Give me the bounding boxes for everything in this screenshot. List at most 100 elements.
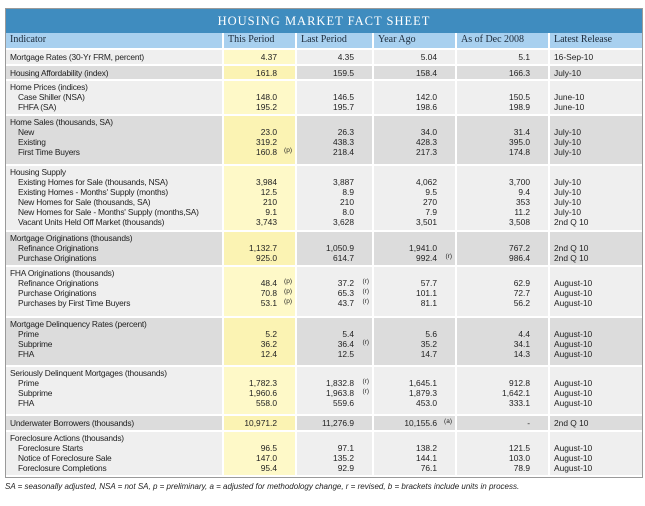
spacer bbox=[457, 319, 530, 329]
release-date: June-10 bbox=[554, 92, 585, 102]
indicator-label: FHA Originations (thousands) bbox=[10, 268, 115, 278]
value: 36.2 bbox=[260, 339, 277, 349]
latest-release-cell: 2nd Q 10 bbox=[549, 415, 642, 432]
value: 3,508 bbox=[509, 217, 530, 227]
last-period-cell: 37.2 (r) 65.3 (r) 43.7 (r) bbox=[296, 266, 374, 318]
value: 1,132.7 bbox=[249, 243, 277, 253]
sub-indicator-label: Purchases by First Time Buyers bbox=[18, 298, 131, 308]
table-row: Mortgage Rates (30-Yr FRM, percent) 4.37 4… bbox=[6, 49, 642, 66]
value: 81.1 bbox=[420, 298, 437, 308]
value: 142.0 bbox=[416, 92, 437, 102]
value: 31.4 bbox=[513, 127, 530, 137]
value: 1,050.9 bbox=[326, 243, 354, 253]
value: 217.3 bbox=[416, 147, 437, 157]
value: 614.7 bbox=[333, 253, 354, 263]
value: 353 bbox=[516, 197, 530, 207]
value: 53.1 (p) bbox=[260, 298, 292, 308]
value: 270 bbox=[423, 197, 437, 207]
note-marker: (r) bbox=[362, 298, 370, 305]
spacer bbox=[554, 117, 642, 127]
value: 14.7 bbox=[420, 349, 437, 359]
sub-indicator-label: First Time Buyers bbox=[18, 147, 80, 157]
value: 3,887 bbox=[333, 177, 354, 187]
note-marker: (r) bbox=[362, 378, 370, 385]
dec-2008-cell: 31.4 395.0 174.8 bbox=[456, 115, 550, 166]
col-header-indicator: Indicator bbox=[6, 33, 224, 50]
table-row: Housing Affordability (index) 161.8 159.5 1… bbox=[6, 65, 642, 81]
value: 158.4 bbox=[416, 68, 437, 78]
value: 26.3 bbox=[337, 127, 354, 137]
dec-2008-cell: 150.5 198.9 bbox=[456, 80, 550, 116]
year-ago-cell: 1,941.0 992.4 (r) bbox=[373, 231, 457, 267]
note-marker: (r) bbox=[362, 388, 370, 395]
value: 5.04 bbox=[420, 52, 437, 62]
value: 95.4 bbox=[260, 463, 277, 473]
this-period-cell: 161.8 bbox=[223, 65, 297, 81]
release-date: August-10 bbox=[554, 278, 593, 288]
value: 1,941.0 bbox=[409, 243, 437, 253]
spacer bbox=[554, 433, 642, 443]
this-period-cell: 96.5 147.0 95.4 bbox=[223, 431, 297, 477]
value: 65.3 (r) bbox=[337, 288, 369, 298]
value: 135.2 bbox=[333, 453, 354, 463]
indicator-label: Mortgage Delinquency Rates (percent) bbox=[10, 319, 147, 329]
value: 453.0 bbox=[416, 398, 437, 408]
table-row: Foreclosure Actions (thousands) Foreclosu… bbox=[6, 431, 642, 477]
value: 12.4 bbox=[260, 349, 277, 359]
release-date: August-10 bbox=[554, 398, 593, 408]
table-row: Home Prices (indices) Case Shiller (NSA) F… bbox=[6, 80, 642, 116]
note-marker: (a) bbox=[444, 418, 452, 425]
last-period-cell: 1,050.9 614.7 bbox=[296, 231, 374, 267]
release-date: August-10 bbox=[554, 298, 593, 308]
this-period-cell: 5.2 36.2 12.4 bbox=[223, 317, 297, 367]
value: 10,155.6 (a) bbox=[404, 418, 452, 428]
value: 5.1 bbox=[518, 52, 530, 62]
this-period-cell: 10,971.2 bbox=[223, 415, 297, 432]
release-date: July-10 bbox=[554, 68, 581, 78]
value: 34.0 bbox=[420, 127, 437, 137]
spacer bbox=[224, 433, 277, 443]
value: 12.5 bbox=[337, 349, 354, 359]
note-marker: (r) bbox=[362, 278, 370, 285]
value: 1,782.3 bbox=[249, 378, 277, 388]
value: 1,642.1 bbox=[502, 388, 530, 398]
last-period-cell: 97.1 135.2 92.9 bbox=[296, 431, 374, 477]
indicator-label: Mortgage Originations (thousands) bbox=[10, 233, 133, 243]
release-date: June-10 bbox=[554, 102, 585, 112]
spacer bbox=[554, 368, 642, 378]
col-header-year-ago: Year Ago bbox=[373, 33, 457, 50]
release-date: August-10 bbox=[554, 453, 593, 463]
spacer bbox=[297, 319, 354, 329]
value: 198.9 bbox=[509, 102, 530, 112]
fact-sheet-table: Indicator This Period Last Period Year A… bbox=[6, 33, 642, 477]
release-date: July-10 bbox=[554, 197, 581, 207]
last-period-cell: 3,887 8.9 210 8.0 3,628 bbox=[296, 165, 374, 232]
release-date: August-10 bbox=[554, 329, 593, 339]
value: 8.9 bbox=[342, 187, 354, 197]
release-date: July-10 bbox=[554, 147, 581, 157]
value: 1,960.6 bbox=[249, 388, 277, 398]
value: 198.6 bbox=[416, 102, 437, 112]
sheet-title: HOUSING MARKET FACT SHEET bbox=[6, 9, 642, 33]
year-ago-cell: 34.0 428.3 217.3 bbox=[373, 115, 457, 166]
value: 3,700 bbox=[509, 177, 530, 187]
value: 8.0 bbox=[342, 207, 354, 217]
spacer bbox=[554, 233, 642, 243]
latest-release-cell: July-10 bbox=[549, 65, 642, 81]
value: 35.2 bbox=[420, 339, 437, 349]
value: 4.35 bbox=[337, 52, 354, 62]
note-marker: (p) bbox=[284, 278, 292, 285]
value: 195.2 bbox=[256, 102, 277, 112]
spacer bbox=[554, 319, 642, 329]
spacer bbox=[297, 233, 354, 243]
latest-release-cell: 2nd Q 10 2nd Q 10 bbox=[549, 231, 642, 267]
spacer bbox=[374, 319, 437, 329]
indicator-cell: Underwater Borrowers (thousands) bbox=[6, 415, 224, 432]
release-date: August-10 bbox=[554, 288, 593, 298]
table-row: Seriously Delinquent Mortgages (thousand… bbox=[6, 366, 642, 416]
spacer bbox=[457, 167, 530, 177]
table-row: Home Sales (thousands, SA) New Existing Fir… bbox=[6, 115, 642, 166]
header-row: Indicator This Period Last Period Year A… bbox=[6, 33, 642, 50]
last-period-cell: 5.4 36.4 (r) 12.5 bbox=[296, 317, 374, 367]
value: 218.4 bbox=[333, 147, 354, 157]
